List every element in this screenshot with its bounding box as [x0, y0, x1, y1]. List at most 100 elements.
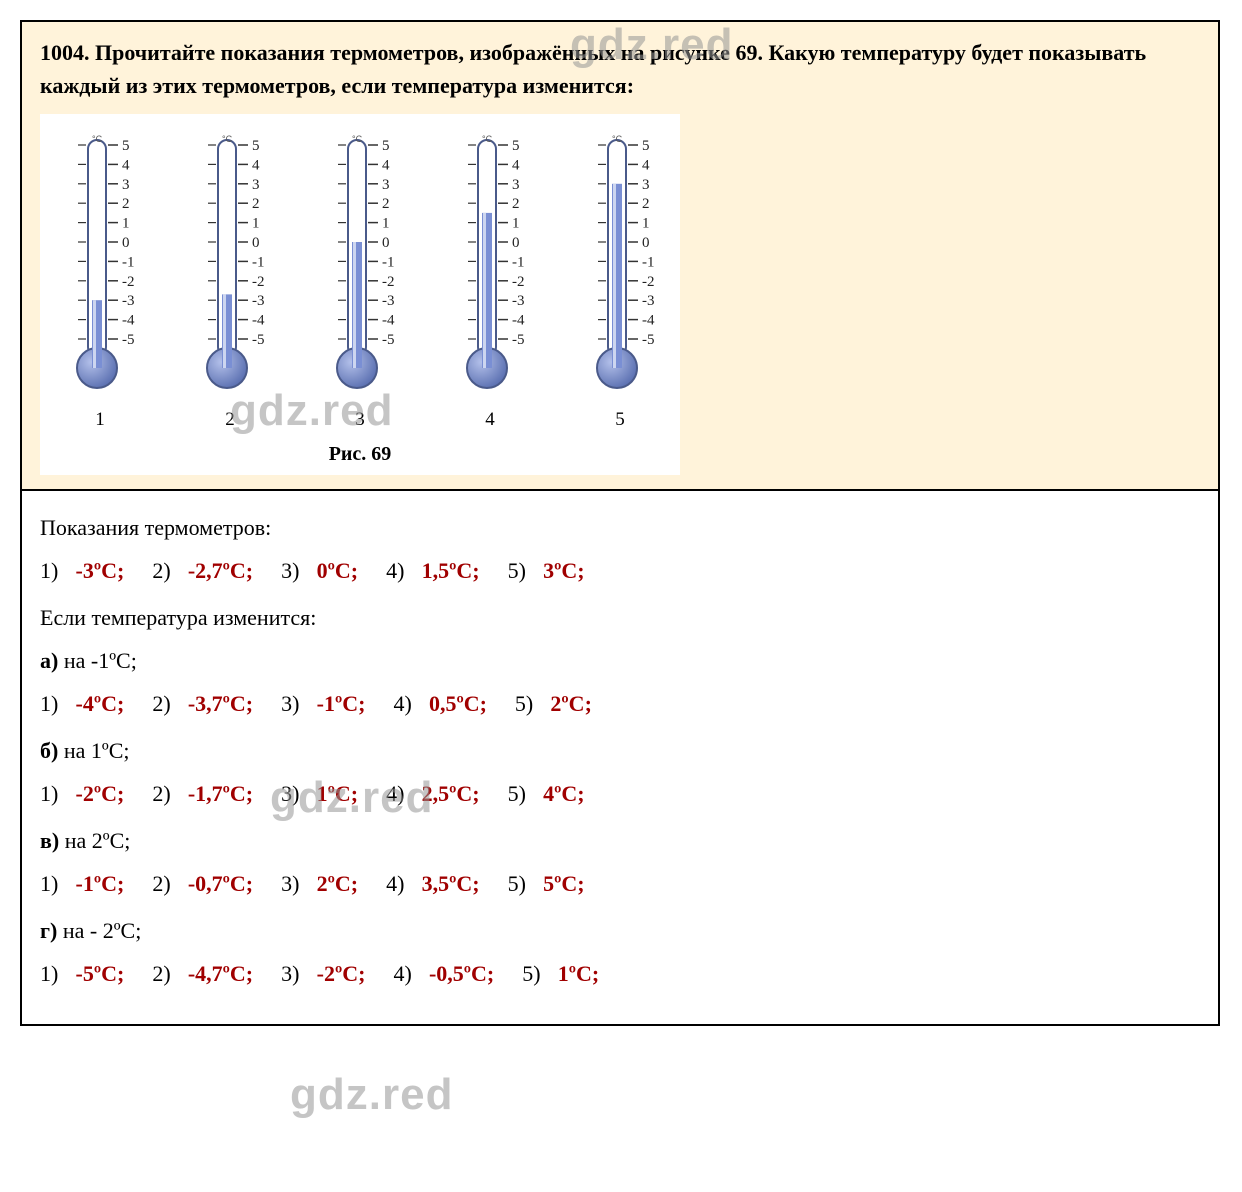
thermometer-icon: °C 543210-1-2-3-4-5	[440, 124, 540, 404]
svg-text:1: 1	[642, 216, 650, 232]
answer-item: 5) 2ºС;	[515, 687, 592, 720]
svg-text:-4: -4	[252, 313, 265, 329]
svg-text:0: 0	[252, 235, 260, 251]
answer-item: 2) -4,7ºС;	[152, 957, 253, 990]
svg-text:3: 3	[252, 177, 260, 193]
svg-text:-5: -5	[122, 332, 135, 348]
svg-text:0: 0	[122, 235, 130, 251]
svg-text:2: 2	[642, 196, 650, 212]
svg-text:-2: -2	[642, 274, 655, 290]
svg-text:-2: -2	[252, 274, 265, 290]
item-index: 5)	[508, 867, 538, 900]
svg-text:-3: -3	[642, 293, 655, 309]
item-value: -2,7ºС;	[188, 558, 253, 583]
svg-text:0: 0	[642, 235, 650, 251]
thermometer-icon: °C 543210-1-2-3-4-5	[570, 124, 670, 404]
thermometer-id: 3	[355, 406, 365, 435]
item-index: 4)	[386, 777, 416, 810]
answer-item: 3) 2ºС;	[281, 867, 358, 900]
svg-text:-4: -4	[122, 313, 135, 329]
answer-item: 3) 0ºС;	[281, 554, 358, 587]
answer-item: 5) 4ºС;	[508, 777, 585, 810]
item-index: 3)	[281, 957, 311, 990]
item-index: 1)	[40, 687, 70, 720]
svg-text:1: 1	[512, 216, 520, 232]
item-value: 3ºС;	[543, 558, 584, 583]
svg-text:°C: °C	[92, 134, 103, 144]
svg-text:°C: °C	[612, 134, 623, 144]
answer-item: 1) -4ºС;	[40, 687, 124, 720]
svg-text:4: 4	[252, 157, 260, 173]
watermark: gdz.red	[290, 1062, 453, 1128]
svg-text:°C: °C	[482, 134, 493, 144]
svg-text:-3: -3	[252, 293, 265, 309]
thermometer: °C 543210-1-2-3-4-5 5	[570, 124, 670, 435]
item-value: -3ºС;	[76, 558, 125, 583]
item-value: 5ºС;	[543, 871, 584, 896]
case-delta: на 2ºС;	[65, 828, 131, 853]
item-index: 2)	[152, 777, 182, 810]
svg-text:3: 3	[512, 177, 520, 193]
readings-heading: Показания термометров:	[40, 511, 1200, 544]
item-value: 2ºС;	[550, 691, 591, 716]
case-label: б)	[40, 738, 58, 763]
answer-item: 1) -1ºС;	[40, 867, 124, 900]
item-index: 1)	[40, 957, 70, 990]
thermometer-id: 1	[95, 406, 105, 435]
item-value: -0,7ºС;	[188, 871, 253, 896]
svg-text:5: 5	[252, 138, 260, 154]
svg-text:4: 4	[382, 157, 390, 173]
svg-text:4: 4	[642, 157, 650, 173]
svg-text:0: 0	[382, 235, 390, 251]
svg-text:-5: -5	[642, 332, 655, 348]
case-heading: а) на -1ºС;	[40, 644, 1200, 677]
item-index: 2)	[152, 554, 182, 587]
case-line: 1) -4ºС;2) -3,7ºС;3) -1ºС;4) 0,5ºС;5) 2º…	[40, 687, 1200, 720]
svg-text:°C: °C	[352, 134, 363, 144]
svg-text:2: 2	[122, 196, 130, 212]
svg-text:-1: -1	[642, 254, 655, 270]
svg-text:-5: -5	[252, 332, 265, 348]
svg-text:5: 5	[122, 138, 130, 154]
item-value: -1,7ºС;	[188, 781, 253, 806]
case-delta: на 1ºС;	[64, 738, 130, 763]
item-value: -3,7ºС;	[188, 691, 253, 716]
svg-text:-4: -4	[382, 313, 395, 329]
figure-panel: °C 5 4 3 2 1 0 -1 -2 -3 -4 -5 1 °C 5 4 3 2 1 0 -1 -2 -3 -4 -…	[40, 114, 680, 475]
item-value: 2,5ºС;	[422, 781, 480, 806]
item-index: 5)	[515, 687, 545, 720]
svg-text:-4: -4	[512, 313, 525, 329]
answer-item: 5) 3ºС;	[508, 554, 585, 587]
svg-text:-1: -1	[122, 254, 135, 270]
item-value: -1ºС;	[317, 691, 366, 716]
problem-text: 1004. Прочитайте показания термометров, …	[40, 36, 1200, 102]
thermometer-icon: °C 543210-1-2-3-4-5	[50, 124, 150, 404]
case-label: в)	[40, 828, 59, 853]
thermometer-row: °C 5 4 3 2 1 0 -1 -2 -3 -4 -5 1 °C 5 4 3 2 1 0 -1 -2 -3 -4 -…	[50, 124, 670, 435]
answer-item: 2) -0,7ºС;	[152, 867, 253, 900]
thermometer: °C 543210-1-2-3-4-5 3	[310, 124, 410, 435]
svg-text:2: 2	[382, 196, 390, 212]
item-index: 2)	[152, 957, 182, 990]
svg-text:-1: -1	[512, 254, 525, 270]
svg-text:-5: -5	[382, 332, 395, 348]
svg-text:5: 5	[642, 138, 650, 154]
answer-section: Показания термометров: 1) -3ºС; 2) -2,7ºС…	[22, 491, 1218, 1024]
problem-body: Прочитайте показания термометров, изобра…	[40, 40, 1146, 98]
item-index: 5)	[508, 554, 538, 587]
problem-section: 1004. Прочитайте показания термометров, …	[22, 22, 1218, 491]
answer-item: 3) 1ºС;	[281, 777, 358, 810]
item-index: 1)	[40, 777, 70, 810]
item-index: 3)	[281, 777, 311, 810]
item-value: 0ºС;	[317, 558, 358, 583]
svg-text:-4: -4	[642, 313, 655, 329]
svg-text:-3: -3	[512, 293, 525, 309]
case-line: 1) -5ºС;2) -4,7ºС;3) -2ºС;4) -0,5ºС;5) 1…	[40, 957, 1200, 990]
answer-item: 5) 5ºС;	[508, 867, 585, 900]
item-index: 3)	[281, 867, 311, 900]
item-value: -1ºС;	[76, 871, 125, 896]
svg-text:4: 4	[512, 157, 520, 173]
answer-item: 2) -1,7ºС;	[152, 777, 253, 810]
answer-item: 4) 2,5ºС;	[386, 777, 479, 810]
svg-text:2: 2	[512, 196, 520, 212]
